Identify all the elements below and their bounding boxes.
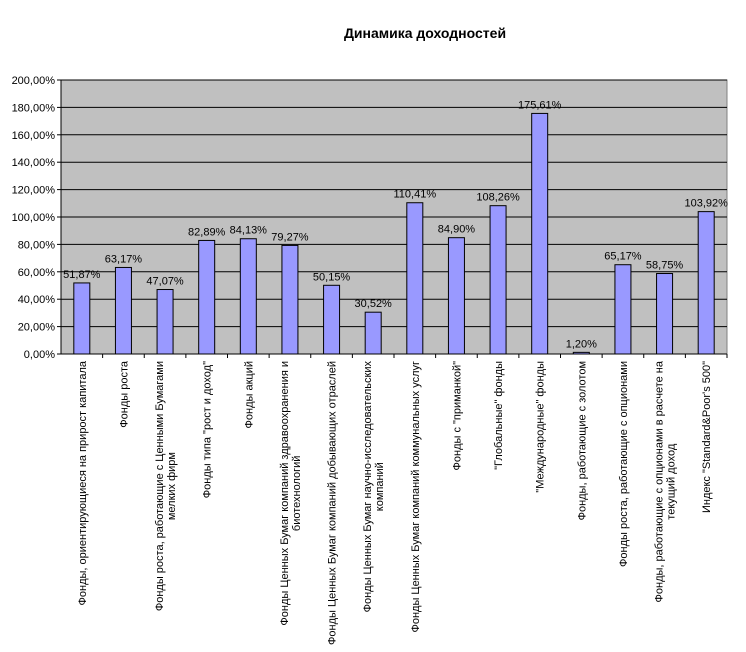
data-label: 50,15% bbox=[313, 271, 351, 283]
x-tick-label-line: Фонды Ценных Бумаг компаний добывающих о… bbox=[327, 361, 339, 645]
data-label: 63,17% bbox=[105, 253, 143, 265]
chart-title: Динамика доходностей bbox=[344, 25, 506, 41]
bar bbox=[114, 266, 132, 355]
x-tick-label: Фонды типа "рост и доход" bbox=[202, 361, 214, 498]
bar bbox=[323, 284, 341, 355]
x-tick-label: Фонды роста, работающие с опционами bbox=[618, 361, 630, 567]
bar bbox=[447, 237, 465, 355]
x-tick-label-line: Фонды Ценных Бумаг компаний здравоохране… bbox=[279, 361, 291, 626]
data-label: 51,87% bbox=[63, 269, 101, 281]
data-label: 175,61% bbox=[518, 99, 562, 111]
x-tick-label: Фонды роста, работающие с Ценными Бумага… bbox=[154, 361, 178, 611]
x-tick-label-line: Фонды, работающие с золотом bbox=[576, 361, 588, 520]
x-tick-label-line: Фонды Ценных Бумаг компаний коммунальных… bbox=[410, 361, 422, 633]
bar bbox=[73, 282, 91, 355]
data-label: 58,75% bbox=[646, 260, 684, 272]
x-tick-label: Индекс "Standard&Poor's 500" bbox=[701, 361, 713, 513]
x-tick-label-line: Фонды акций bbox=[243, 361, 255, 428]
x-tick-label-line: Фонды, работающие с опционами в расчете … bbox=[654, 360, 666, 602]
data-label: 65,17% bbox=[604, 251, 642, 263]
bar bbox=[239, 238, 257, 355]
y-tick-label: 180,00% bbox=[12, 102, 56, 114]
bar bbox=[156, 289, 174, 355]
x-tick-label: Фонды акций bbox=[243, 361, 255, 428]
data-label: 47,07% bbox=[146, 276, 184, 288]
x-tick-label: Фонды, работающие с золотом bbox=[576, 361, 588, 520]
x-tick-label-line: Фонды, ориентирующиеся на прирост капита… bbox=[77, 360, 89, 605]
x-tick-label: Фонды Ценных Бумаг компаний здравоохране… bbox=[279, 361, 303, 626]
y-tick-label: 100,00% bbox=[12, 212, 56, 224]
x-tick-label-line: Фонды типа "рост и доход" bbox=[202, 361, 214, 498]
y-tick-label: 20,00% bbox=[18, 322, 56, 334]
x-tick-label-line: "Международные" фонды bbox=[535, 361, 547, 493]
x-tick-label-line: "Глобальные" фонды bbox=[493, 361, 505, 470]
bar bbox=[489, 205, 507, 355]
y-tick-label: 200,00% bbox=[12, 75, 56, 87]
y-tick-label: 160,00% bbox=[12, 130, 56, 142]
bar bbox=[406, 202, 424, 355]
x-tick-label: Фонды Ценных Бумаг компаний коммунальных… bbox=[410, 361, 422, 633]
data-label: 103,92% bbox=[684, 198, 728, 210]
data-label: 110,41% bbox=[394, 189, 437, 201]
x-tick-label-line: компаний bbox=[374, 462, 386, 511]
x-tick-label-line: Фонды роста, работающие с Ценными Бумага… bbox=[154, 361, 166, 611]
bar bbox=[364, 311, 382, 355]
x-tick-label-line: Фонды Ценных Бумаг научно-исследовательс… bbox=[362, 361, 374, 613]
y-tick-label: 60,00% bbox=[18, 267, 56, 279]
data-label: 84,90% bbox=[438, 224, 476, 236]
x-tick-label: Фонды Ценных Бумаг компаний добывающих о… bbox=[327, 361, 339, 645]
x-tick-label: Фонды роста bbox=[118, 360, 130, 428]
x-tick-label: Фонды с "приманкой" bbox=[451, 361, 463, 471]
x-tick-label-line: Индекс "Standard&Poor's 500" bbox=[701, 361, 713, 513]
x-tick-label-line: биотехнологий bbox=[291, 456, 303, 532]
y-tick-label: 0,00% bbox=[24, 349, 55, 361]
y-tick-label: 120,00% bbox=[12, 185, 56, 197]
bar bbox=[697, 211, 715, 355]
data-label: 79,27% bbox=[271, 231, 309, 243]
data-label: 82,89% bbox=[188, 226, 226, 238]
x-tick-label: Фонды, работающие с опционами в расчете … bbox=[654, 360, 678, 602]
y-tick-label: 80,00% bbox=[18, 239, 56, 251]
y-tick-label: 140,00% bbox=[12, 157, 56, 169]
data-label: 30,52% bbox=[355, 298, 393, 310]
bar bbox=[656, 273, 674, 355]
bar bbox=[614, 264, 632, 355]
x-tick-label: "Глобальные" фонды bbox=[493, 361, 505, 470]
data-label: 108,26% bbox=[476, 192, 520, 204]
bar bbox=[531, 112, 549, 355]
x-tick-label-line: текущий доход bbox=[666, 443, 678, 520]
x-tick-label: Фонды Ценных Бумаг научно-исследовательс… bbox=[362, 361, 386, 613]
x-tick-label-line: Фонды роста, работающие с опционами bbox=[618, 361, 630, 567]
x-tick-label-line: Фонды роста bbox=[118, 360, 130, 428]
data-label: 1,20% bbox=[566, 338, 597, 350]
data-label: 84,13% bbox=[230, 225, 268, 237]
y-tick-label: 40,00% bbox=[18, 294, 56, 306]
x-tick-label: "Международные" фонды bbox=[535, 361, 547, 493]
bar bbox=[281, 244, 299, 355]
x-tick-label: Фонды, ориентирующиеся на прирост капита… bbox=[77, 360, 89, 605]
x-tick-label-line: мелких фирм bbox=[166, 452, 178, 520]
x-tick-label-line: Фонды с "приманкой" bbox=[451, 361, 463, 471]
bar bbox=[198, 239, 216, 355]
